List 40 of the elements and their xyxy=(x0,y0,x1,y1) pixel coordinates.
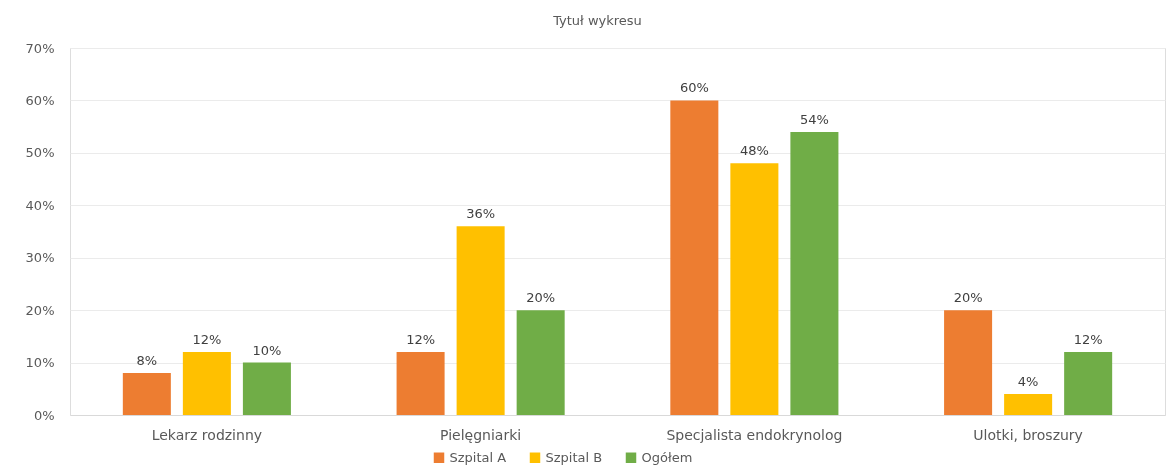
bar xyxy=(242,362,291,415)
data-label: 10% xyxy=(252,342,282,358)
data-label: 60% xyxy=(679,80,709,96)
bar xyxy=(1064,352,1113,415)
y-tick-label: 60% xyxy=(25,92,55,108)
data-label: 12% xyxy=(192,332,222,348)
y-tick-label: 40% xyxy=(25,197,55,213)
x-tick-label: Lekarz rodzinny xyxy=(151,426,263,443)
data-label: 20% xyxy=(526,290,556,306)
y-tick-label: 70% xyxy=(25,40,55,56)
data-label: 36% xyxy=(466,206,496,222)
bar xyxy=(730,163,779,415)
bar xyxy=(944,310,993,415)
y-tick-label: 20% xyxy=(25,302,55,318)
bar xyxy=(182,352,231,415)
y-tick-label: 10% xyxy=(25,355,55,371)
x-tick-label: Pielęgniarki xyxy=(440,426,522,443)
bar xyxy=(790,131,839,415)
legend-label: Ogółem xyxy=(641,449,693,465)
data-label: 12% xyxy=(1073,332,1103,348)
x-tick-label: Specjalista endokrynolog xyxy=(666,426,843,443)
y-tick-label: 50% xyxy=(25,145,55,161)
data-label: 20% xyxy=(953,290,983,306)
data-label: 12% xyxy=(406,332,436,348)
x-tick-label: Ulotki, broszury xyxy=(973,426,1083,443)
data-label: 8% xyxy=(136,353,158,369)
bar xyxy=(456,226,505,415)
bar xyxy=(396,352,445,415)
data-label: 48% xyxy=(739,143,769,159)
y-tick-label: 0% xyxy=(33,407,55,423)
bar xyxy=(1004,394,1053,415)
bar xyxy=(516,310,565,415)
data-label: 54% xyxy=(799,111,829,127)
legend-label: Szpital B xyxy=(545,449,603,465)
data-label: 4% xyxy=(1017,374,1039,390)
legend-label: Szpital A xyxy=(449,449,507,465)
bar xyxy=(670,100,719,415)
y-tick-label: 30% xyxy=(25,250,55,266)
bar xyxy=(122,373,171,415)
chart-title: Tytuł wykresu xyxy=(552,13,642,28)
